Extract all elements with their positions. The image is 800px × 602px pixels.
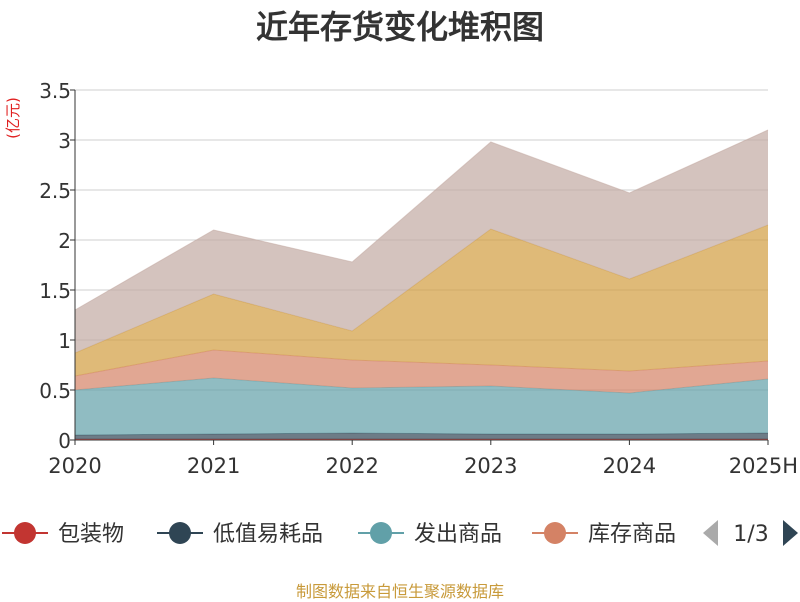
y-tick-label: 0 [58, 429, 71, 453]
y-tick-label: 1 [58, 329, 71, 353]
x-tick-label: 2022 [325, 454, 378, 478]
stacked-areas [74, 129, 769, 440]
y-unit-label: (亿元) [4, 97, 22, 139]
axes: 0 0.5 1 1.5 2 2.5 3 3.5 2020 2021 2022 2023 2024 2025… [4, 79, 798, 478]
area-库存商品 [75, 350, 768, 393]
legend: 包装物 低值易耗品 发出商品 库存商品 1/3 [2, 510, 800, 560]
y-tick-label: 3 [58, 129, 71, 153]
area-series-4 [75, 225, 768, 376]
area-发出商品 [75, 378, 768, 435]
y-tick-label: 2 [58, 229, 71, 253]
legend-marker-低值易耗品[interactable] [169, 522, 191, 544]
x-tick-label: 2025H [729, 454, 798, 478]
legend-label-库存商品[interactable]: 库存商品 [588, 522, 676, 547]
legend-clip-mask [684, 510, 800, 560]
x-tick-label: 2023 [464, 454, 517, 478]
legend-marker-包装物[interactable] [14, 522, 36, 544]
y-tick-label: 1.5 [39, 279, 71, 303]
y-tick-label: 0.5 [39, 379, 71, 403]
area-edge-series-5 [74, 129, 769, 311]
chart-title: 近年存货变化堆积图 [255, 8, 544, 46]
x-tick-label: 2020 [48, 454, 101, 478]
data-source-note: 制图数据来自恒生聚源数据库 [295, 582, 504, 601]
legend-marker-发出商品[interactable] [370, 522, 392, 544]
legend-next-page-icon[interactable] [783, 520, 798, 546]
x-tick-label: 2021 [187, 454, 240, 478]
y-tick-label: 2.5 [39, 179, 71, 203]
legend-prev-page-icon[interactable] [703, 520, 718, 546]
legend-page-indicator: 1/3 [733, 522, 768, 547]
legend-marker-库存商品[interactable] [544, 522, 566, 544]
area-series-5 [75, 130, 768, 353]
y-tick-label: 3.5 [39, 79, 71, 103]
legend-label-低值易耗品[interactable]: 低值易耗品 [213, 522, 323, 547]
legend-label-包装物[interactable]: 包装物 [58, 522, 124, 547]
legend-label-发出商品[interactable]: 发出商品 [414, 522, 502, 547]
x-tick-label: 2024 [603, 454, 656, 478]
